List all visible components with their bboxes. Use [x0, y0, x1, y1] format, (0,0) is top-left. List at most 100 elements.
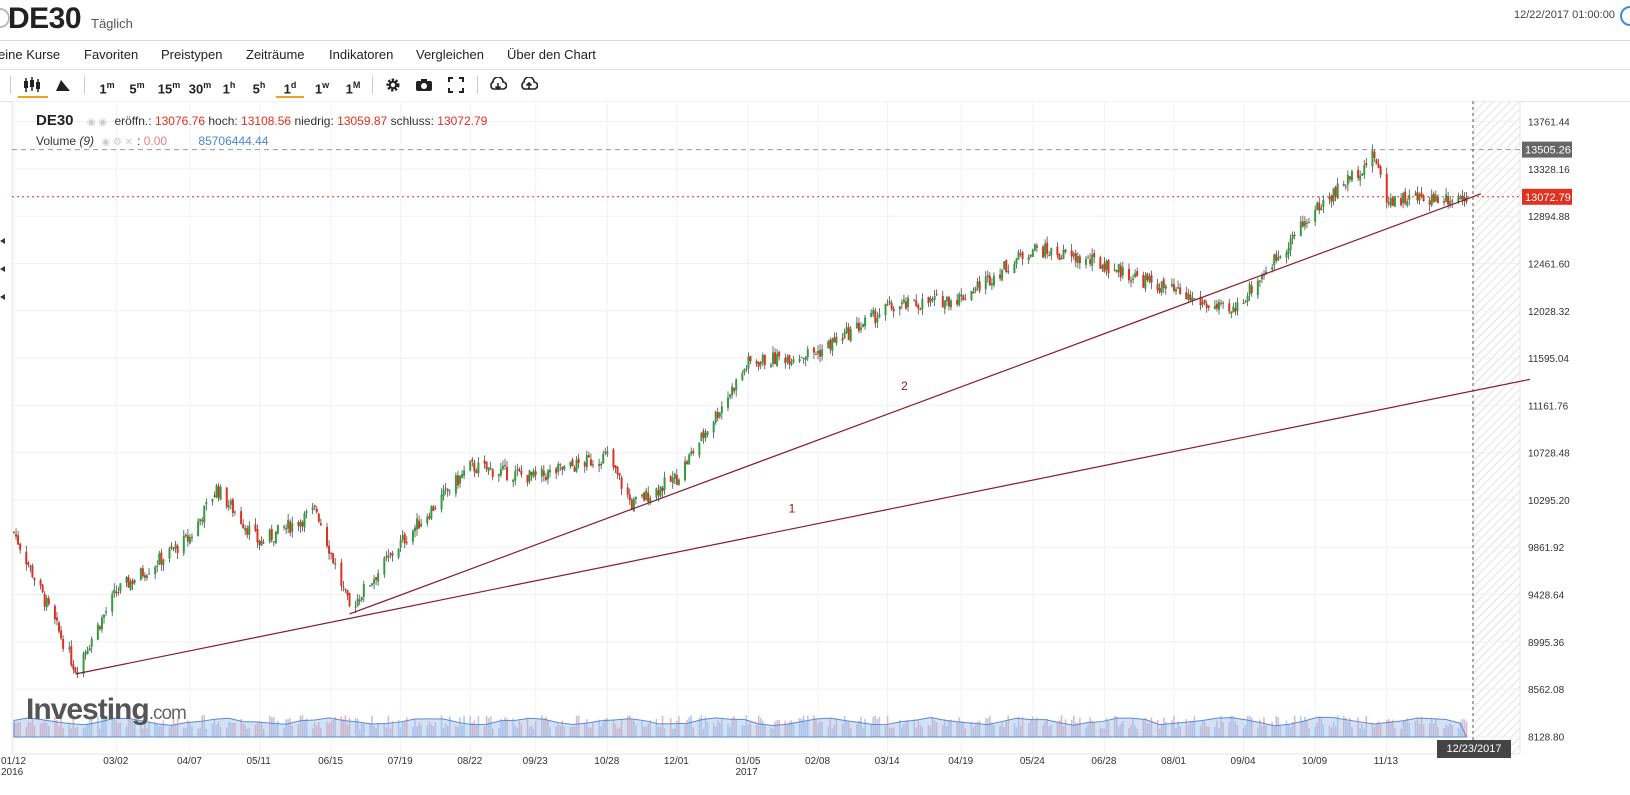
- candle-body: [1019, 254, 1022, 256]
- volume-bar: [25, 727, 28, 737]
- volume-bar: [219, 726, 222, 737]
- menu-item-ueber-chart[interactable]: Über den Chart: [507, 47, 596, 62]
- volume-bar: [927, 725, 930, 737]
- candle-body: [233, 511, 236, 513]
- candle-body: [1013, 263, 1016, 274]
- volume-bar: [829, 717, 832, 737]
- candle-body: [346, 589, 349, 596]
- candle-body: [43, 593, 46, 607]
- candle-body: [105, 611, 108, 613]
- volume-bar: [688, 717, 690, 737]
- volume-bar: [258, 720, 261, 737]
- candle-body: [1260, 275, 1263, 280]
- x-year-label: 2016: [1, 767, 24, 778]
- timeframe-1m[interactable]: 1m: [96, 74, 118, 96]
- menu-item-preistypen[interactable]: Preistypen: [161, 47, 223, 62]
- x-tick-label: 04/19: [948, 756, 973, 767]
- candle-body: [688, 454, 691, 465]
- volume-bar: [876, 718, 879, 737]
- candle-body: [411, 530, 414, 542]
- menu-item-favoriten[interactable]: Favoriten: [84, 47, 139, 62]
- menu-item-kurse[interactable]: eine Kurse: [0, 47, 61, 62]
- volume-bar: [598, 719, 600, 737]
- menu-item-indikatoren[interactable]: Indikatoren: [329, 47, 394, 62]
- candle-body: [643, 492, 646, 501]
- volume-bar: [1087, 724, 1089, 737]
- candle-body: [831, 338, 834, 351]
- candle-body: [368, 585, 371, 587]
- clock-icon[interactable]: [1620, 6, 1630, 26]
- timeframe-1d[interactable]: 1d: [276, 74, 304, 98]
- volume-bar: [303, 721, 306, 737]
- chart-area[interactable]: 13761.44 13328.16 12894.88 12461.60 12028.32…: [0, 100, 1630, 790]
- volume-bar: [1058, 720, 1061, 737]
- camera-icon[interactable]: [414, 74, 434, 96]
- candle-body: [690, 451, 693, 455]
- timeframe-1w[interactable]: 1w: [312, 74, 332, 96]
- volume-bar: [1128, 728, 1130, 737]
- volume-settings-icon[interactable]: ◉ ⚙ ✕: [101, 137, 134, 148]
- candle-body: [444, 487, 447, 489]
- candle-body: [1242, 302, 1245, 304]
- menu-item-vergleichen[interactable]: Vergleichen: [416, 47, 484, 62]
- candle-body: [573, 467, 576, 472]
- volume-bar: [273, 716, 275, 737]
- candle-body: [1150, 274, 1153, 283]
- close-label: schluss:: [390, 114, 434, 128]
- download-icon[interactable]: [488, 74, 508, 96]
- candle-body: [904, 301, 907, 309]
- volume-bar: [671, 728, 674, 737]
- timeframe-5m[interactable]: 5m: [126, 74, 148, 96]
- candle-body: [907, 297, 910, 308]
- candle-body: [446, 488, 449, 492]
- upload-icon[interactable]: [519, 74, 539, 96]
- candle-body: [706, 431, 709, 435]
- candlestick-icon[interactable]: [18, 74, 48, 98]
- timeframe-30m[interactable]: 30m: [186, 74, 214, 96]
- candle-body: [1287, 248, 1290, 254]
- candle-body: [1387, 202, 1390, 204]
- volume-bar: [1275, 716, 1278, 737]
- eye-icon[interactable]: ◉ ◉: [86, 117, 108, 128]
- candle-body: [1107, 260, 1110, 274]
- timeframe-5h[interactable]: 5h: [250, 74, 268, 96]
- candle-body: [205, 502, 208, 505]
- candle-body: [471, 459, 474, 462]
- volume-bar: [1433, 723, 1435, 737]
- volume-bar: [874, 715, 877, 737]
- volume-bar: [915, 727, 918, 737]
- volume-bar: [745, 715, 748, 737]
- volume-bar: [256, 723, 259, 737]
- candle-body: [301, 522, 304, 527]
- volume-bar: [326, 721, 328, 737]
- candle-body: [1136, 271, 1139, 276]
- volume-bar: [17, 722, 19, 737]
- candle-body: [888, 301, 891, 304]
- volume-bar: [1349, 718, 1351, 737]
- timeframe-15m[interactable]: 15m: [155, 74, 183, 96]
- volume-bar: [242, 723, 244, 737]
- fullscreen-icon[interactable]: [446, 74, 466, 96]
- volume-bar: [559, 725, 562, 737]
- volume-bar: [755, 725, 758, 737]
- volume-bar: [1044, 721, 1046, 737]
- candle-body: [311, 507, 314, 511]
- volume-bar: [1422, 724, 1425, 737]
- trendline-2[interactable]: [349, 193, 1482, 615]
- candle-body: [972, 291, 975, 294]
- price-chart[interactable]: 13761.44 13328.16 12894.88 12461.60 12028.32…: [0, 100, 1630, 790]
- trendline-1[interactable]: [75, 378, 1531, 675]
- area-chart-icon[interactable]: [52, 74, 74, 96]
- menu-item-zeitraeume[interactable]: Zeiträume: [246, 47, 305, 62]
- timeframe-1M[interactable]: 1M: [343, 74, 363, 96]
- candle-body: [186, 535, 189, 542]
- volume-bar: [1334, 726, 1337, 737]
- timeframe-1h[interactable]: 1h: [220, 74, 238, 96]
- volume-bar: [434, 722, 437, 737]
- candle-body: [203, 505, 206, 523]
- candle-body: [1342, 184, 1345, 186]
- volume-bar: [412, 726, 414, 737]
- volume-ma-area: [13, 716, 1468, 738]
- gear-icon[interactable]: [383, 74, 403, 96]
- candle-body: [960, 294, 963, 297]
